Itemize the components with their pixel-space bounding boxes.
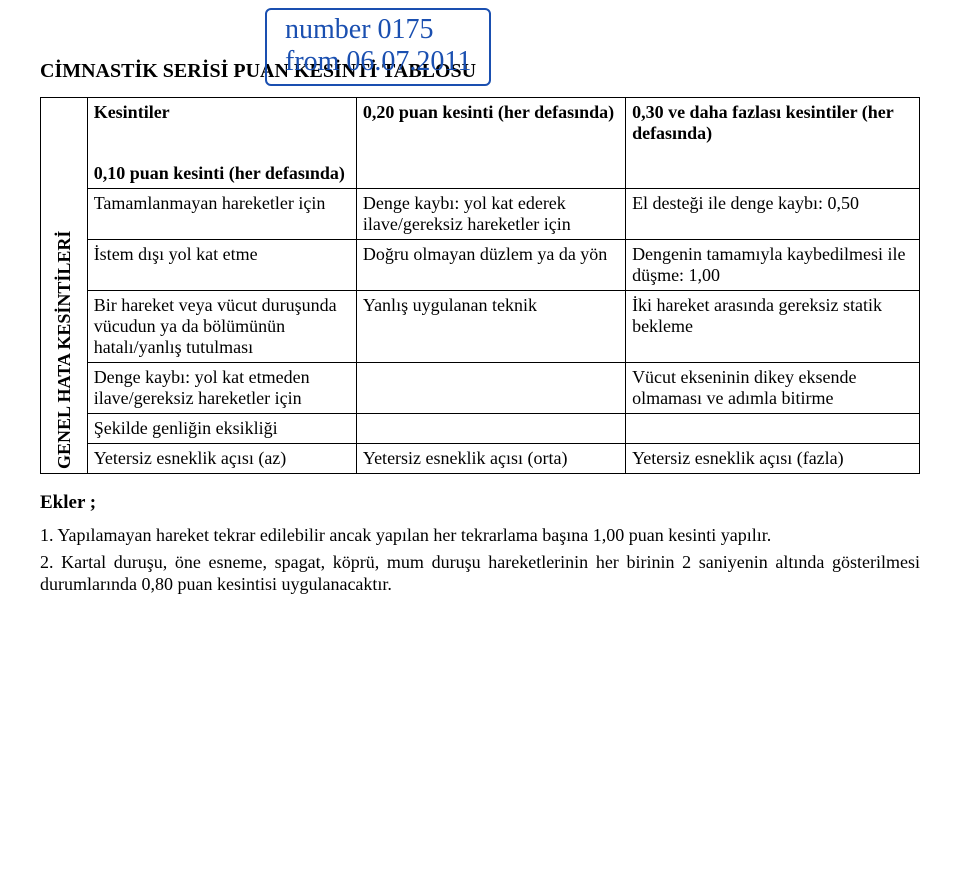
note-1: 1. Yapılamayan hareket tekrar edilebilir… xyxy=(40,524,920,547)
header-rowlabel: Kesintiler 0,10 puan kesinti (her defası… xyxy=(87,98,356,189)
header-c3-cell: 0,30 ve daha fazlası kesintiler (her def… xyxy=(626,98,920,189)
cell-r5-c2: Yetersiz esneklik açısı (orta) xyxy=(356,444,625,474)
cell-r3-c1: Denge kaybı: yol kat etmeden ilave/gerek… xyxy=(87,363,356,414)
table-row: Tamamlanmayan hareketler için Denge kayb… xyxy=(41,189,920,240)
cell-r3-c2 xyxy=(356,363,625,414)
header-c2-cell: 0,20 puan kesinti (her defasında) xyxy=(356,98,625,189)
cell-r2-c2: Yanlış uygulanan teknik xyxy=(356,291,625,363)
cell-r4-c1: Şekilde genliğin eksikliği xyxy=(87,414,356,444)
ekler-heading: Ekler ; xyxy=(40,492,920,514)
table-row: Yetersiz esneklik açısı (az) Yetersiz es… xyxy=(41,444,920,474)
cell-r0-c1: Tamamlanmayan hareketler için xyxy=(87,189,356,240)
table-row: Bir hareket veya vücut duruşunda vücudun… xyxy=(41,291,920,363)
table-row: İstem dışı yol kat etme Doğru olmayan dü… xyxy=(41,240,920,291)
stamp-line2: from 06.07.2011 xyxy=(285,46,471,78)
document-page: number 0175 from 06.07.2011 CİMNASTİK SE… xyxy=(0,0,960,630)
cell-r1-c2: Doğru olmayan düzlem ya da yön xyxy=(356,240,625,291)
stamp-line1: number 0175 xyxy=(285,14,471,46)
header-c1: 0,10 puan kesinti (her defasında) xyxy=(94,163,345,183)
notes-block: 1. Yapılamayan hareket tekrar edilebilir… xyxy=(40,524,920,596)
cell-r0-c3: El desteği ile denge kaybı: 0,50 xyxy=(626,189,920,240)
table-row: Denge kaybı: yol kat etmeden ilave/gerek… xyxy=(41,363,920,414)
note-2: 2. Kartal duruşu, öne esneme, spagat, kö… xyxy=(40,551,920,596)
cell-r2-c3: İki hareket arasında gereksiz statik bek… xyxy=(626,291,920,363)
cell-r4-c2 xyxy=(356,414,625,444)
table-header-row: GENEL HATA KESİNTİLERİ Kesintiler 0,10 p… xyxy=(41,98,920,189)
deductions-table: GENEL HATA KESİNTİLERİ Kesintiler 0,10 p… xyxy=(40,97,920,474)
cell-r1-c1: İstem dışı yol kat etme xyxy=(87,240,356,291)
cell-r4-c3 xyxy=(626,414,920,444)
header-rowlabel-text: Kesintiler xyxy=(94,102,350,123)
header-c2: 0,20 puan kesinti (her defasında) xyxy=(363,102,619,123)
side-label: GENEL HATA KESİNTİLERİ xyxy=(41,98,88,474)
table-row: Şekilde genliğin eksikliği xyxy=(41,414,920,444)
cell-r1-c3: Dengenin tamamıyla kaybedilmesi ile düşm… xyxy=(626,240,920,291)
cell-r2-c1: Bir hareket veya vücut duruşunda vücudun… xyxy=(87,291,356,363)
stamp-box: number 0175 from 06.07.2011 xyxy=(265,8,491,86)
cell-r5-c3: Yetersiz esneklik açısı (fazla) xyxy=(626,444,920,474)
cell-r3-c3: Vücut ekseninin dikey eksende olmaması v… xyxy=(626,363,920,414)
cell-r0-c2: Denge kaybı: yol kat ederek ilave/gereks… xyxy=(356,189,625,240)
header-c3: 0,30 ve daha fazlası kesintiler (her def… xyxy=(632,102,893,143)
cell-r5-c1: Yetersiz esneklik açısı (az) xyxy=(87,444,356,474)
